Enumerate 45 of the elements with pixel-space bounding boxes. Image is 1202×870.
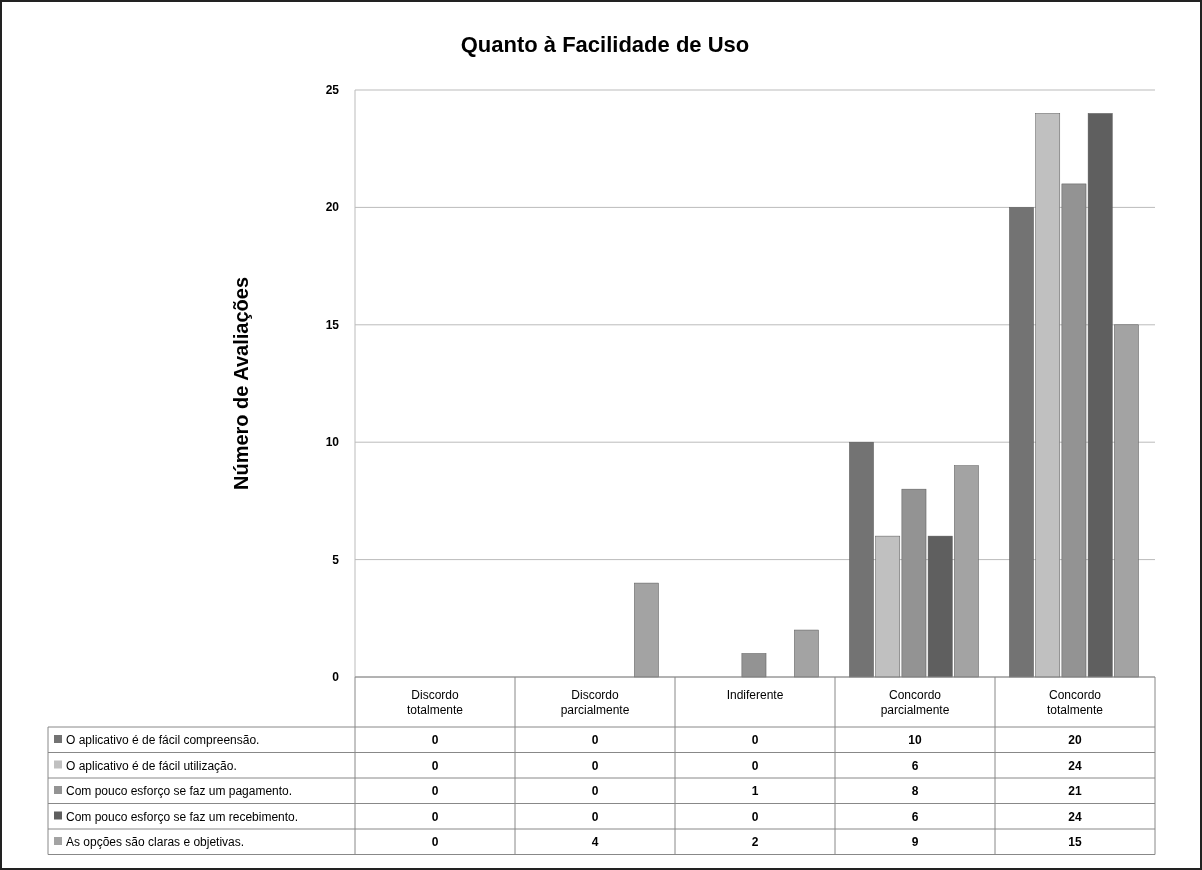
data-label: 24: [1068, 809, 1082, 824]
legend-label: As opções são claras e objetivas.: [66, 835, 245, 849]
y-tick-label: 5: [332, 552, 340, 567]
data-label: 0: [431, 784, 439, 798]
data-label: 0: [431, 835, 439, 849]
legend-label: O aplicativo é de fácil utilização.: [66, 758, 237, 773]
chart-title: Quanto à Facilidade de Uso: [460, 32, 750, 57]
y-tick-label: 10: [325, 435, 340, 450]
y-tick-label: 25: [325, 83, 340, 97]
data-label: 0: [751, 758, 759, 773]
data-label: 4: [591, 835, 599, 849]
data-label: 0: [591, 784, 599, 798]
data-label: 0: [751, 733, 759, 747]
x-tick-label: Indiferente: [726, 688, 784, 702]
data-label: 6: [911, 758, 919, 773]
data-label: 15: [1068, 835, 1082, 849]
x-tick-label: Discordo totalmente: [406, 688, 464, 717]
data-label: 20: [1068, 733, 1082, 747]
legend-label: Com pouco esforço se faz um recebimento.: [66, 809, 299, 824]
legend-label: Com pouco esforço se faz um pagamento.: [66, 784, 293, 798]
y-tick-label: 20: [325, 200, 340, 215]
bar: [634, 582, 659, 678]
data-label: 0: [751, 809, 759, 824]
data-label: 0: [431, 758, 439, 773]
y-axis-title: Número de Avaliações: [230, 276, 252, 491]
data-label: 0: [591, 758, 599, 773]
bar: [794, 629, 819, 678]
data-label: 0: [431, 809, 439, 824]
data-label: 1: [751, 784, 759, 798]
legend-label: O aplicativo é de fácil compreensão.: [66, 733, 260, 747]
y-tick-label: 15: [325, 317, 340, 332]
data-label: 21: [1068, 784, 1082, 798]
data-label: 6: [911, 809, 919, 824]
data-label: 0: [431, 733, 439, 747]
data-label: 0: [591, 733, 599, 747]
data-label: 0: [591, 809, 599, 824]
data-label: 2: [751, 835, 759, 849]
y-tick-label: 0: [332, 670, 340, 684]
data-label: 8: [911, 784, 919, 798]
data-label: 24: [1068, 758, 1082, 773]
x-tick-label: Concordo parcialmente: [880, 688, 950, 717]
data-label: 10: [908, 733, 922, 747]
x-tick-label: Concordo totalmente: [1046, 688, 1104, 717]
x-tick-label: Discordo parcialmente: [560, 688, 630, 717]
data-label: 9: [911, 835, 919, 849]
